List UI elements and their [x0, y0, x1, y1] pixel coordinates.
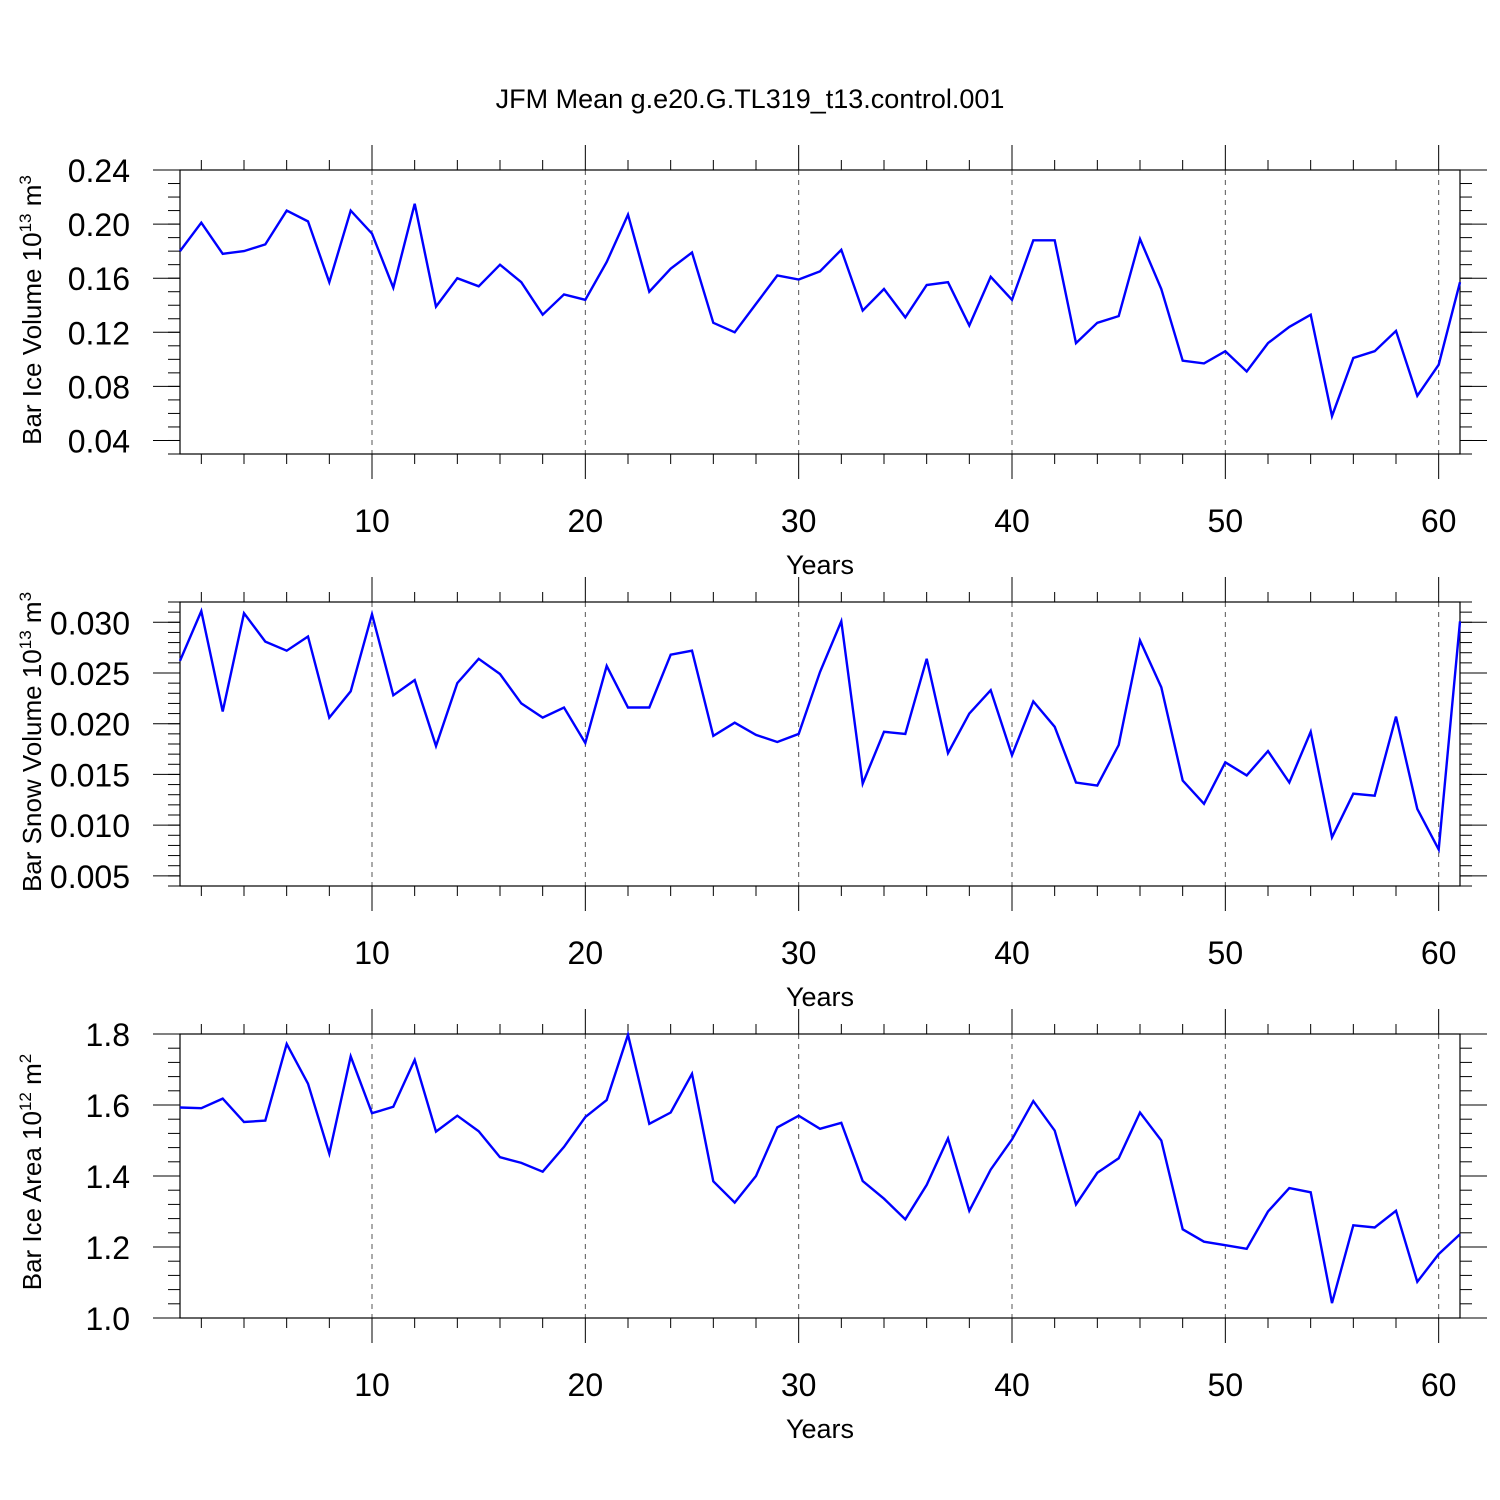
y-axis-label-ylabel-exp: 13 — [16, 213, 35, 232]
y-axis-label-ylabel: Bar Snow Volume 10 — [17, 649, 47, 892]
y-axis-label: Bar Ice Area 1012 m2 — [16, 1054, 47, 1291]
x-tick-label: 10 — [354, 1367, 390, 1403]
x-tick-label: 20 — [568, 503, 604, 539]
y-tick-label: 0.12 — [68, 315, 130, 351]
y-tick-label: 1.6 — [86, 1088, 130, 1124]
x-tick-label: 40 — [994, 503, 1030, 539]
y-tick-label: 1.0 — [86, 1301, 130, 1337]
y-tick-label: 1.4 — [86, 1159, 130, 1195]
x-tick-label: 20 — [568, 935, 604, 971]
y-axis-label-ylabel-unit-exp: 2 — [16, 1054, 35, 1063]
y-axis-label: Bar Ice Volume 1013 m3 — [16, 175, 47, 445]
y-axis-label-ylabel-unit: m — [17, 1063, 47, 1092]
x-tick-label: 60 — [1421, 1367, 1457, 1403]
y-tick-label: 1.8 — [86, 1017, 130, 1053]
x-tick-label: 60 — [1421, 503, 1457, 539]
y-tick-label: 1.2 — [86, 1230, 130, 1266]
y-tick-label: 0.24 — [68, 153, 130, 189]
x-tick-label: 30 — [781, 1367, 817, 1403]
y-axis-label-ylabel-unit-exp: 3 — [16, 175, 35, 184]
x-tick-label: 10 — [354, 935, 390, 971]
y-axis-label-ylabel-unit: m — [17, 601, 47, 630]
x-tick-label: 30 — [781, 503, 817, 539]
y-tick-label: 0.005 — [50, 859, 130, 895]
y-tick-label: 0.010 — [50, 808, 130, 844]
data-series-line — [178, 607, 1462, 854]
x-tick-label: 50 — [1208, 935, 1244, 971]
data-series-line — [179, 203, 1462, 421]
x-axis-label: Years — [786, 550, 854, 580]
y-tick-label: 0.08 — [68, 369, 130, 405]
panel-ice-area: 10 20 30 40 50 60 1.0 1.2 1.4 1.6 1.8 Years Bar Ice … — [16, 1009, 1487, 1444]
x-tick-label: 20 — [568, 1367, 604, 1403]
y-tick-label: 0.20 — [68, 207, 130, 243]
x-tick-label: 50 — [1208, 1367, 1244, 1403]
x-tick-label: 40 — [994, 1367, 1030, 1403]
x-axis-label: Years — [786, 1414, 854, 1444]
x-tick-label: 10 — [354, 503, 390, 539]
x-tick-label: 50 — [1208, 503, 1244, 539]
y-tick-label: 0.16 — [68, 261, 130, 297]
x-tick-label: 30 — [781, 935, 817, 971]
y-axis-label-ylabel-exp: 13 — [16, 630, 35, 649]
y-axis-label: Bar Snow Volume 1013 m3 — [16, 592, 47, 892]
figure-title: JFM Mean g.e20.G.TL319_t13.control.001 — [496, 84, 1005, 114]
x-tick-label: 60 — [1421, 935, 1457, 971]
x-axis-label: Years — [786, 982, 854, 1012]
y-axis-label-ylabel-unit-exp: 3 — [16, 592, 35, 601]
panel-ice-volume: 10 20 30 40 50 60 0.04 0.08 0.12 0.16 0.20 0.24 Year… — [16, 145, 1487, 580]
y-axis-label-ylabel-unit: m — [17, 185, 47, 214]
x-tick-label: 40 — [994, 935, 1030, 971]
y-axis-label-ylabel: Bar Ice Volume 10 — [17, 232, 47, 444]
plot-frame — [179, 169, 1461, 455]
panel-snow-volume: 10 20 30 40 50 60 0.005 0.010 0.015 0.020 0.025 0.0… — [16, 577, 1487, 1012]
data-series-line — [179, 1030, 1461, 1304]
y-tick-label: 0.04 — [68, 423, 130, 459]
y-tick-label: 0.030 — [50, 605, 130, 641]
y-tick-label: 0.015 — [50, 757, 130, 793]
y-axis-label-ylabel-exp: 12 — [16, 1092, 35, 1111]
y-tick-label: 0.020 — [50, 707, 130, 743]
y-axis-label-ylabel: Bar Ice Area 10 — [17, 1111, 47, 1290]
y-tick-label: 0.025 — [50, 656, 130, 692]
